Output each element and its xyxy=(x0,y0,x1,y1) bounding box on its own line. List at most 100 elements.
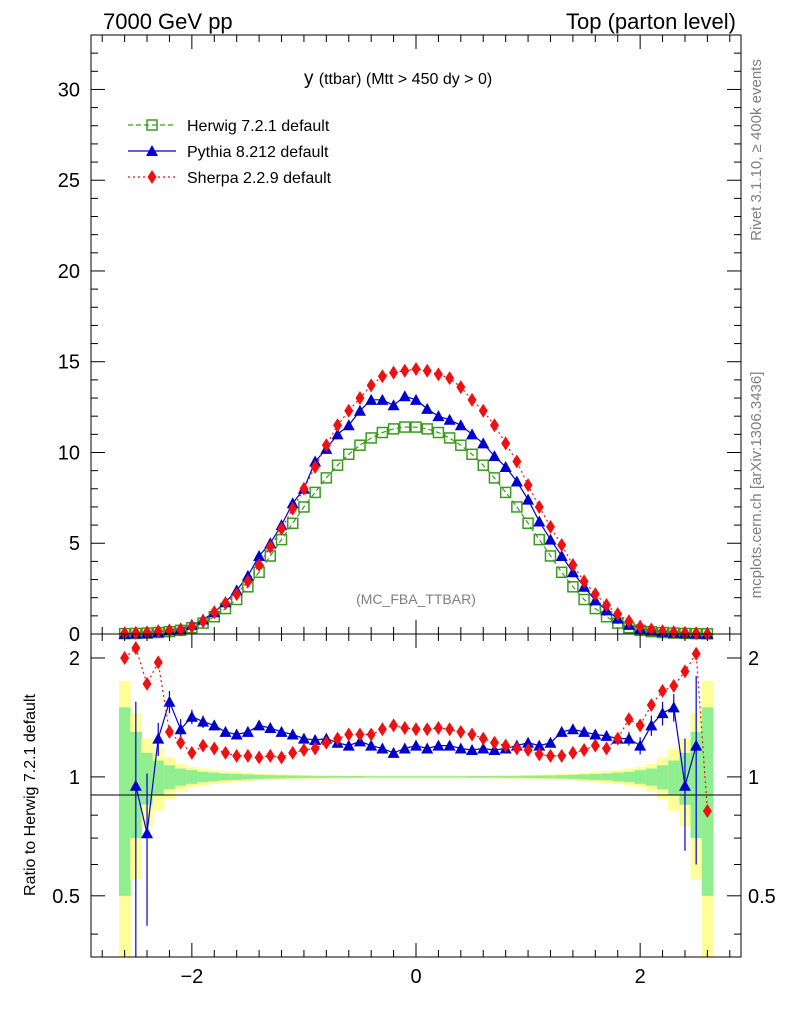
pythia-ratio-point xyxy=(286,728,299,740)
uncertainty-band-green xyxy=(197,771,210,783)
sherpa-ratio-point xyxy=(377,722,387,737)
pythia-point xyxy=(522,493,535,505)
sherpa-point xyxy=(243,574,253,589)
herwig-point xyxy=(522,517,534,530)
uncertainty-band-green xyxy=(298,775,311,779)
x-tick-label: −2 xyxy=(180,966,203,988)
pythia-ratio-point xyxy=(589,728,602,740)
pythia-ratio-point xyxy=(387,746,400,758)
uncertainty-band-green xyxy=(287,775,299,779)
pythia-ratio-point xyxy=(197,715,210,727)
sherpa-point xyxy=(288,501,298,516)
uncertainty-band-green xyxy=(455,776,467,778)
sherpa-point xyxy=(635,619,645,634)
main-panel: 0 5 10 15 20 25 30 y (ttbar) (Mtt > 450 dy > 0… xyxy=(58,34,742,646)
sherpa-ratio-point xyxy=(355,727,365,742)
header-left: 7000 GeV pp xyxy=(103,9,233,34)
sherpa-point xyxy=(534,499,544,514)
sherpa-ratio-point xyxy=(209,741,219,756)
uncertainty-band-green xyxy=(432,776,445,778)
sherpa-point xyxy=(658,624,668,639)
pythia-ratio-point xyxy=(342,739,355,751)
herwig-point xyxy=(578,593,590,606)
sherpa-ratio-point xyxy=(658,683,668,698)
herwig-point xyxy=(567,581,579,593)
y-tick-label: 15 xyxy=(58,352,80,374)
x-tick-label: 2 xyxy=(635,966,646,988)
sherpa-point xyxy=(445,371,455,386)
sherpa-point xyxy=(557,538,567,553)
sherpa-ratio-point xyxy=(523,742,533,757)
uncertainty-band-green xyxy=(623,771,636,783)
legend-label-herwig: Herwig 7.2.1 default xyxy=(187,118,330,135)
ratio-y-tick-label: 0.5 xyxy=(52,886,80,908)
sherpa-point xyxy=(545,519,555,534)
sherpa-point xyxy=(613,607,623,622)
sherpa-point xyxy=(400,363,410,378)
pythia-ratio-point xyxy=(421,742,434,754)
uncertainty-band-green xyxy=(544,775,557,779)
sherpa-ratio-point xyxy=(310,741,320,756)
pythia-ratio-point xyxy=(219,725,232,737)
sherpa-point xyxy=(433,367,443,382)
sherpa-ratio-point xyxy=(220,745,230,760)
uncertainty-band-green xyxy=(264,775,277,779)
pythia-ratio-point xyxy=(253,719,266,731)
legend-label-sherpa: Sherpa 2.2.9 default xyxy=(187,170,332,187)
pythia-ratio-point xyxy=(230,728,243,740)
sherpa-ratio-point xyxy=(411,722,421,737)
pythia-ratio-point xyxy=(555,725,568,737)
header-right: Top (parton level) xyxy=(566,9,736,34)
herwig-point xyxy=(511,501,523,513)
plot-title: y (ttbar) (Mtt > 450 dy > 0) xyxy=(304,68,492,89)
uncertainty-band-green xyxy=(477,776,490,778)
sherpa-point xyxy=(456,380,466,395)
sherpa-point xyxy=(590,587,600,602)
pythia-point xyxy=(331,428,344,440)
pythia-point xyxy=(376,393,389,405)
sherpa-ratio-point xyxy=(299,742,309,757)
pythia-point xyxy=(454,419,467,431)
sherpa-point xyxy=(512,454,522,469)
pythia-point xyxy=(421,402,434,414)
rivet-version-label: Rivet 3.1.10, ≥ 400k events xyxy=(748,59,765,241)
sherpa-point xyxy=(187,619,197,634)
sherpa-ratio-point xyxy=(445,722,455,737)
sherpa-ratio-point xyxy=(646,698,656,713)
sherpa-point xyxy=(478,403,488,418)
sherpa-ratio-point xyxy=(624,712,634,727)
sherpa-ratio-point xyxy=(400,720,410,735)
uncertainty-band-green xyxy=(421,776,434,778)
y-tick-label: 30 xyxy=(58,79,80,101)
sherpa-point xyxy=(646,622,656,637)
herwig-point xyxy=(421,423,433,435)
sherpa-point xyxy=(389,365,399,380)
sherpa-ratio-line xyxy=(124,646,708,811)
sherpa-point xyxy=(131,625,141,640)
pythia-point xyxy=(488,450,501,462)
pythia-ratio-point xyxy=(622,732,635,744)
ratio-y-tick-label-right: 0.5 xyxy=(748,886,776,908)
pythia-point xyxy=(510,475,523,487)
sherpa-ratio-point xyxy=(579,742,589,757)
herwig-point xyxy=(410,421,422,433)
sherpa-ratio-point xyxy=(545,748,555,763)
pythia-ratio-point xyxy=(241,725,254,737)
sherpa-ratio-point xyxy=(153,655,163,670)
uncertainty-band-green xyxy=(343,776,355,778)
sherpa-ratio-point xyxy=(602,741,612,756)
sherpa-point xyxy=(333,418,343,433)
sherpa-point xyxy=(624,614,634,629)
pythia-ratio-point xyxy=(566,723,579,735)
pythia-ratio-point xyxy=(645,719,658,731)
herwig-point xyxy=(365,432,377,444)
uncertainty-band-green xyxy=(219,773,232,781)
pythia-ratio-point xyxy=(174,723,187,735)
uncertainty-band-green xyxy=(387,776,400,778)
uncertainty-band-green xyxy=(309,775,322,778)
pythia-ratio-point xyxy=(185,710,198,722)
sherpa-point xyxy=(321,438,331,453)
pythia-point xyxy=(387,399,400,411)
uncertainty-band-green xyxy=(410,776,423,778)
sherpa-point xyxy=(366,378,376,393)
